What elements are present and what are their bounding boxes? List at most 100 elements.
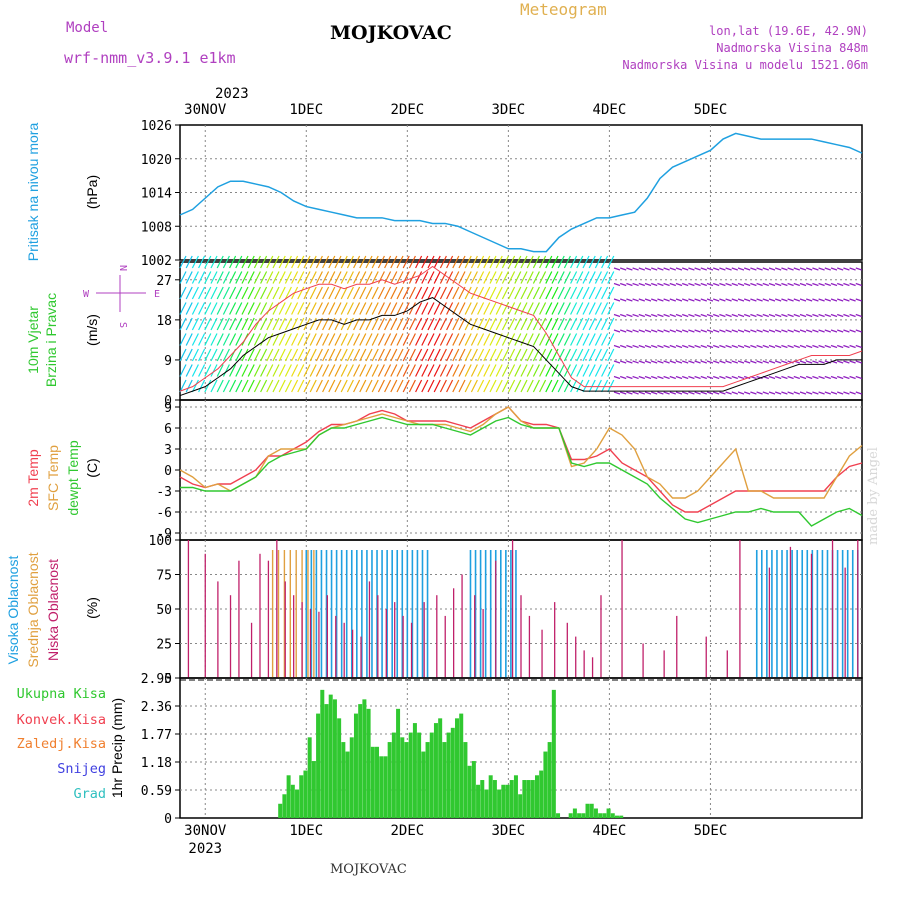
wind-barb: [644, 344, 652, 349]
wind-barb: [843, 329, 850, 333]
wind-barb: [489, 302, 497, 315]
wind-barb: [421, 302, 429, 315]
wind-barb: [594, 286, 602, 300]
wind-barb: [663, 329, 670, 333]
wind-barb: [837, 344, 844, 349]
cloud-ytick-label: 0: [164, 672, 172, 687]
wind-barb: [620, 344, 627, 349]
wind-barb: [613, 298, 621, 302]
wind-ylabel: (m/s): [84, 314, 100, 346]
wind-barb: [464, 255, 472, 269]
wind-barb: [737, 391, 745, 395]
wind-barb: [235, 286, 243, 300]
wind-barb: [818, 282, 825, 287]
page-title: MOJKOVAC: [330, 22, 452, 44]
wind-barb: [185, 379, 193, 393]
wind-barb: [328, 348, 336, 362]
wind-barb: [700, 267, 707, 271]
wind-barb: [849, 344, 856, 349]
wind-barb: [663, 391, 670, 395]
wind-barb: [464, 302, 472, 315]
wind-barb: [470, 271, 478, 284]
wind-barb: [365, 255, 373, 269]
wind-barb: [775, 282, 782, 287]
wind-barb: [297, 255, 305, 269]
wind-barb: [446, 286, 454, 300]
wind-barb: [191, 286, 199, 300]
wind-barb: [334, 271, 342, 284]
wind-barb: [235, 255, 243, 269]
precip-bar: [513, 775, 518, 818]
precip-bar: [577, 813, 582, 818]
wind-barb: [626, 298, 633, 302]
wind-barb: [464, 348, 472, 362]
wind-barb: [415, 302, 423, 315]
wind-barb: [719, 313, 726, 318]
precip-ytick-label: 2.95: [141, 672, 172, 687]
wind-barb: [408, 302, 416, 315]
wind-barb: [402, 333, 410, 346]
wind-barb: [557, 379, 565, 393]
wind-barb: [824, 313, 831, 318]
wind-barb: [700, 282, 707, 287]
wind-barb: [489, 286, 497, 300]
wind-barb: [638, 298, 645, 302]
wind-barb: [353, 286, 361, 300]
wind-barb: [731, 391, 738, 395]
wind-barb: [390, 286, 398, 300]
wind-barb: [539, 348, 547, 362]
wind-barb: [303, 348, 311, 362]
wind-barb: [682, 344, 689, 349]
wind-barb: [464, 333, 472, 346]
wind-barb: [260, 333, 268, 346]
wind-barb: [191, 317, 199, 331]
wind-barb: [682, 391, 689, 395]
wind-barb: [483, 333, 491, 346]
wind-barb: [594, 333, 602, 346]
elevation-label: Nadmorska Visina 848m: [716, 41, 868, 55]
wind-barb: [396, 271, 404, 284]
wind-barb: [216, 333, 224, 346]
wind-barb: [750, 344, 757, 349]
wind-barb: [781, 267, 788, 271]
wind-barb: [489, 348, 497, 362]
wind-barb: [576, 317, 584, 331]
wind-barb: [837, 375, 844, 380]
wind-barb: [508, 255, 516, 269]
wind-barb: [526, 333, 534, 346]
wind-barb: [682, 329, 689, 333]
wind-barb: [458, 348, 466, 362]
wind-barb: [713, 360, 720, 364]
wind-barb: [253, 255, 261, 269]
wind-barb: [657, 344, 664, 349]
precip-bar: [307, 737, 312, 818]
precip-bar: [497, 789, 502, 818]
wind-barb: [570, 302, 578, 315]
wind-barb: [309, 333, 317, 346]
wind-barb: [725, 298, 732, 302]
wind-barb: [508, 348, 516, 362]
wind-barb: [433, 271, 441, 284]
wind-barb: [353, 379, 361, 393]
wind-barb: [284, 333, 292, 346]
wind-barb: [781, 313, 788, 318]
wind-barb: [427, 379, 435, 393]
wind-barb: [620, 329, 627, 333]
precip-bar: [547, 742, 552, 818]
precip-bar: [568, 813, 573, 818]
wind-barb: [563, 286, 571, 300]
wind-barb: [210, 317, 218, 331]
temp-side-label-2m: 2m Temp: [25, 449, 41, 507]
day-label-bottom: 30NOV: [184, 823, 227, 839]
wind-barb: [688, 282, 695, 287]
wind-barb: [601, 364, 609, 377]
wind-barb: [464, 364, 472, 377]
precip-ytick-label: 2.36: [141, 700, 172, 715]
wind-barb: [222, 271, 230, 284]
wind-barb: [644, 282, 652, 287]
wind-barb: [514, 255, 522, 269]
wind-barb: [365, 364, 373, 377]
wind-barb: [210, 302, 218, 315]
wind-barb: [570, 333, 578, 346]
wind-barb: [607, 364, 615, 377]
